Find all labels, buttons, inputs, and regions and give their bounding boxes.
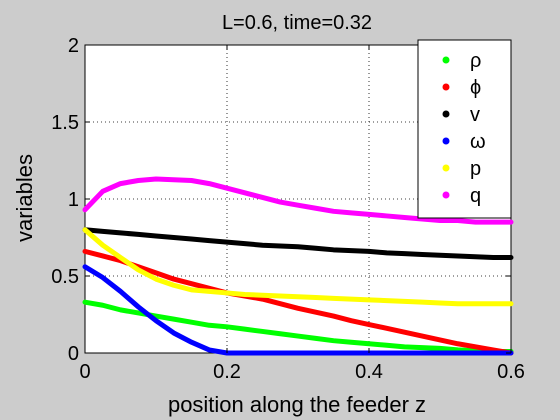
legend-label: v: [470, 104, 480, 126]
y-axis-label: variables: [12, 154, 37, 242]
series-line: [82, 264, 514, 356]
chart-title: L=0.6, time=0.32: [222, 12, 372, 34]
legend-label: ρ: [470, 50, 481, 72]
y-tick-label: 1.5: [51, 112, 79, 134]
legend-marker: [442, 56, 450, 64]
y-tick-label: 0.5: [51, 266, 79, 288]
legend-marker: [442, 110, 450, 118]
legend-box: [417, 39, 512, 219]
y-tick-label: 2: [68, 35, 79, 57]
legend-label: ϕ: [470, 77, 481, 99]
x-tick-label: 0.6: [497, 361, 525, 383]
x-tick-label: 0.4: [355, 361, 383, 383]
legend-marker: [442, 164, 450, 172]
x-axis-label: position along the feeder z: [168, 392, 426, 417]
series-line: [82, 227, 514, 261]
series-line: [82, 227, 514, 307]
series-line: [82, 248, 514, 356]
legend-marker: [442, 191, 450, 199]
axis-ticks: 0 0.2 0.4 0.6 0 0.5 1 1.5 2: [51, 35, 525, 383]
legend-label: q: [470, 185, 481, 207]
legend-marker: [442, 83, 450, 91]
legend-label: p: [470, 158, 481, 180]
legend-marker: [442, 137, 450, 145]
x-tick-label: 0.2: [213, 361, 241, 383]
y-tick-label: 0: [68, 343, 79, 365]
series-layer: [82, 176, 514, 356]
series-line: [82, 176, 514, 225]
x-tick-label: 0: [79, 361, 90, 383]
series-line: [82, 299, 514, 354]
y-tick-label: 1: [68, 189, 79, 211]
legend-label: ω: [470, 131, 486, 153]
